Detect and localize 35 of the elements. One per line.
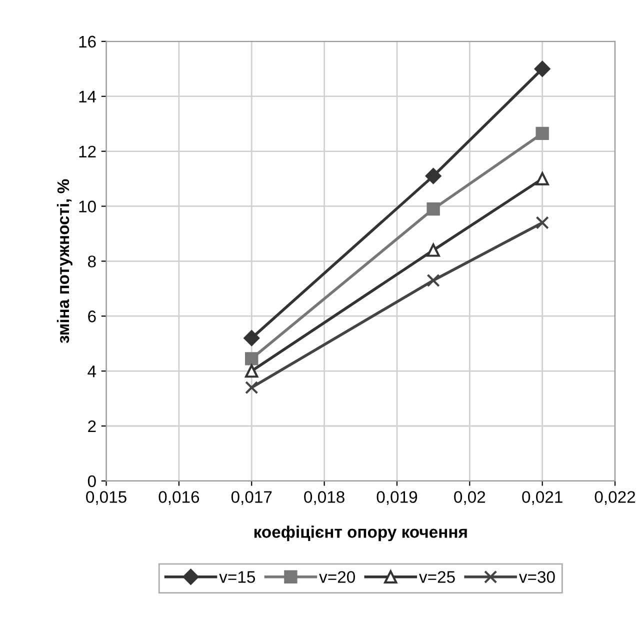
point <box>536 126 549 140</box>
y-tick-label: 8 <box>88 256 96 268</box>
point <box>426 202 440 216</box>
legend-label: v=30 <box>518 571 555 583</box>
point <box>245 364 258 378</box>
point <box>245 352 258 366</box>
x-tick-label: 0,016 <box>158 491 200 505</box>
x-tick-label: 0,017 <box>231 491 272 505</box>
y-tick-label: 2 <box>88 420 96 432</box>
point <box>536 216 549 230</box>
point <box>534 60 550 77</box>
legend-label: v=15 <box>219 571 256 583</box>
y-tick-label: 16 <box>79 36 96 48</box>
x-tick-label: 0,021 <box>522 491 562 505</box>
y-tick-label: 14 <box>79 90 96 102</box>
point <box>244 330 260 346</box>
x-axis-title: коефіцієнт опору кочення <box>254 526 467 542</box>
point <box>536 172 549 186</box>
y-tick-label: 4 <box>88 366 96 378</box>
y-tick-label: 10 <box>79 200 96 212</box>
y-tick-label: 0 <box>88 475 96 488</box>
point <box>425 168 442 184</box>
x-tick-label: 0,015 <box>86 491 126 505</box>
point <box>426 244 440 257</box>
y-tick-label: 6 <box>88 310 96 322</box>
x-tick-label: 0,02 <box>454 491 486 505</box>
legend-label: v=20 <box>319 571 355 583</box>
x-tick-label: 0,022 <box>594 491 636 505</box>
x-tick-label: 0,018 <box>304 491 344 505</box>
y-tick-label: 12 <box>79 146 96 158</box>
y-axis-title: зміна потужності, % <box>56 179 72 344</box>
point <box>426 274 440 287</box>
point <box>245 380 258 394</box>
x-tick-label: 0,019 <box>376 491 418 505</box>
legend-label: v=25 <box>419 571 455 583</box>
